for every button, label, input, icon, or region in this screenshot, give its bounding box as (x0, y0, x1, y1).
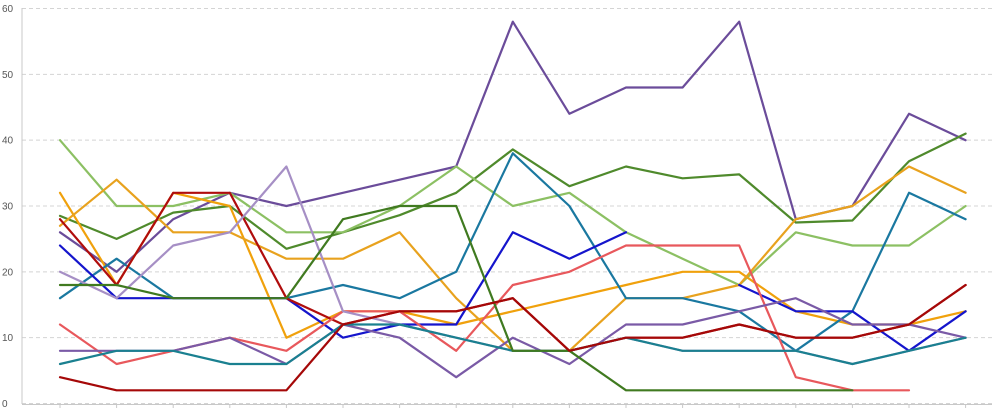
series-segment (58, 244, 911, 392)
series-lines (58, 20, 967, 392)
series-line-4 (58, 191, 967, 339)
series-line-11 (58, 297, 967, 379)
axes (21, 8, 992, 408)
series-line-2 (58, 132, 967, 250)
series-segment (58, 139, 967, 287)
series-line-5 (58, 165, 967, 352)
series-line-7 (58, 231, 967, 352)
grid-lines (22, 8, 992, 404)
y-tick-label: 30 (2, 202, 14, 213)
series-line-13 (58, 204, 854, 392)
y-tick-label: 20 (2, 267, 14, 278)
y-tick-label: 10 (2, 333, 14, 344)
series-segment (58, 165, 967, 366)
y-tick-labels: 0 10 20 30 40 50 60 (2, 4, 14, 410)
series-line-12 (58, 323, 967, 366)
series-segment (58, 231, 628, 339)
series-segment (58, 283, 967, 392)
series-line-14 (58, 283, 967, 392)
series-segment (58, 191, 967, 339)
series-segment (58, 204, 854, 392)
series-line-3 (58, 139, 967, 287)
series-segment (58, 152, 967, 352)
y-tick-label: 40 (2, 136, 14, 147)
series-segment (58, 132, 967, 250)
series-segment (58, 323, 967, 366)
series-segment (58, 297, 967, 379)
series-line-10 (58, 165, 967, 366)
y-tick-label: 60 (2, 4, 14, 15)
series-segment (58, 165, 967, 352)
series-line-9 (58, 244, 911, 392)
y-tick-label: 50 (2, 70, 14, 81)
series-line-6 (58, 152, 967, 352)
y-tick-label: 0 (2, 399, 8, 410)
